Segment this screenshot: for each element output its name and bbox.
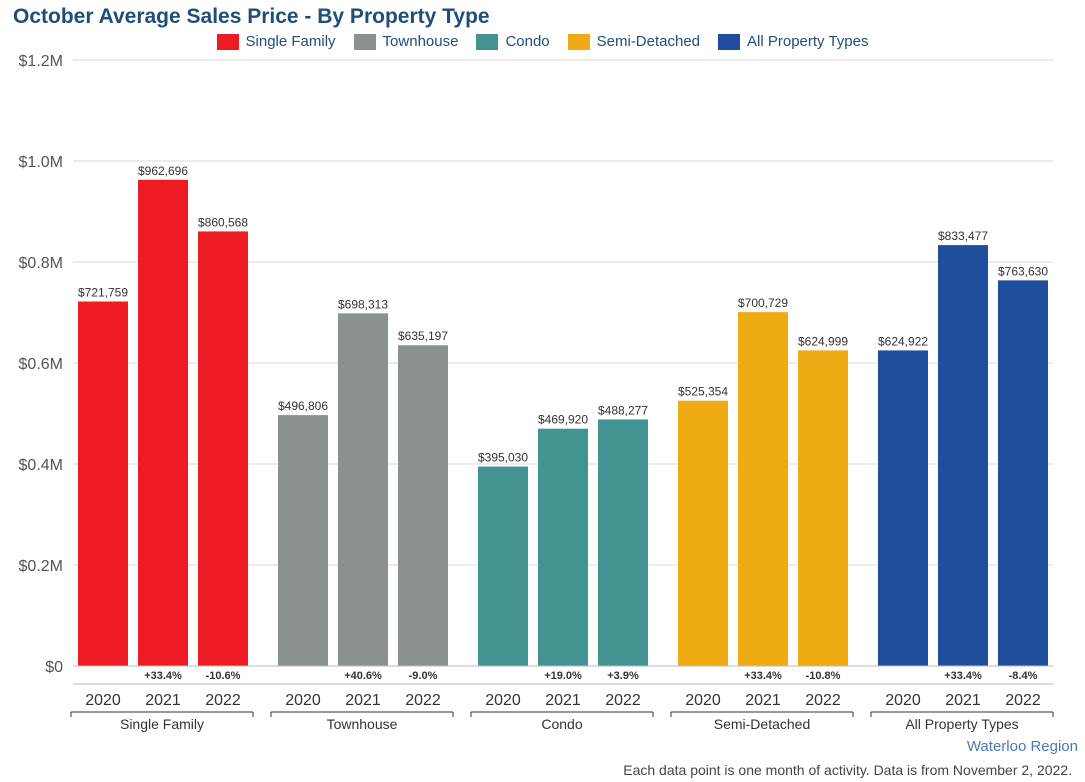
change-label: -8.4%	[1009, 670, 1038, 682]
bar	[138, 179, 188, 667]
group-label: All Property Types	[905, 716, 1018, 732]
x-tick-label: 2021	[145, 692, 181, 709]
legend-item[interactable]: Townhouse	[353, 33, 459, 50]
legend-swatch	[353, 33, 376, 50]
value-label: $860,568	[198, 215, 248, 229]
bar	[678, 400, 728, 666]
x-tick-label: 2022	[805, 692, 841, 709]
x-tick-label: 2020	[485, 692, 521, 709]
legend-swatch	[216, 33, 239, 50]
x-tick-label: 2022	[605, 692, 641, 709]
bar	[198, 231, 248, 667]
legend-swatch	[567, 33, 590, 50]
x-tick-label: 2020	[85, 692, 121, 709]
change-label: +19.0%	[544, 670, 582, 682]
x-tick-label: 2021	[745, 692, 781, 709]
value-label: $698,313	[338, 297, 388, 311]
chart-title: October Average Sales Price - By Propert…	[13, 5, 490, 28]
bar	[278, 415, 328, 666]
x-tick-label: 2022	[205, 692, 241, 709]
change-label: +40.6%	[344, 670, 382, 682]
legend-label: All Property Types	[747, 33, 869, 50]
x-tick-label: 2022	[1005, 692, 1041, 709]
value-label: $488,277	[598, 403, 648, 417]
value-label: $635,197	[398, 329, 448, 343]
value-label: $624,922	[878, 334, 928, 348]
change-label: +33.4%	[144, 670, 182, 682]
bar	[798, 350, 848, 666]
legend-item[interactable]: Semi-Detached	[567, 33, 701, 50]
y-tick-label: $0.2M	[19, 558, 63, 575]
x-tick-label: 2020	[885, 692, 921, 709]
change-label: -9.0%	[409, 670, 438, 682]
value-label: $962,696	[138, 164, 188, 178]
bar	[878, 350, 928, 666]
bar	[398, 345, 448, 666]
x-tick-label: 2020	[285, 692, 321, 709]
bar	[538, 428, 588, 666]
group-label: Townhouse	[327, 716, 398, 732]
value-label: $700,729	[738, 296, 788, 310]
legend-label: Condo	[505, 33, 550, 50]
change-label: +33.4%	[744, 670, 782, 682]
y-tick-label: $0.4M	[19, 457, 63, 474]
bar	[738, 312, 788, 666]
change-label: -10.8%	[806, 670, 841, 682]
x-tick-label: 2021	[345, 692, 381, 709]
value-label: $763,630	[998, 264, 1048, 278]
group-label: Single Family	[120, 716, 204, 732]
legend: Single Family Townhouse Condo Semi-Detached…	[0, 33, 1085, 50]
value-label: $833,477	[938, 229, 988, 243]
x-tick-label: 2022	[405, 692, 441, 709]
bar	[338, 313, 388, 666]
y-tick-label: $0	[45, 659, 63, 676]
source-label: Waterloo Region	[966, 738, 1078, 755]
change-label: +33.4%	[944, 670, 982, 682]
x-tick-label: 2021	[945, 692, 981, 709]
value-label: $721,759	[78, 286, 128, 300]
x-tick-label: 2020	[685, 692, 721, 709]
legend-item[interactable]: All Property Types	[718, 33, 868, 50]
change-label: +3.9%	[607, 670, 639, 682]
legend-item[interactable]: Single Family	[216, 33, 336, 50]
value-label: $395,030	[478, 451, 528, 465]
footnote: Each data point is one month of activity…	[623, 762, 1072, 778]
y-tick-label: $0.6M	[19, 356, 63, 373]
value-label: $624,999	[798, 334, 848, 348]
bar	[478, 466, 528, 666]
y-tick-label: $1.2M	[19, 53, 63, 70]
legend-item[interactable]: Condo	[476, 33, 550, 50]
bar-chart: $0 $0.2M $0.4M $0.6M $0.8M $1.0M $1.2M $721,759…	[19, 53, 1054, 732]
bar	[998, 280, 1048, 666]
legend-swatch	[718, 33, 741, 50]
value-label: $496,806	[278, 399, 328, 413]
bar	[938, 245, 988, 666]
value-label: $469,920	[538, 413, 588, 427]
legend-label: Single Family	[245, 33, 336, 50]
change-label: -10.6%	[206, 670, 241, 682]
x-tick-label: 2021	[545, 692, 581, 709]
bar	[78, 301, 128, 666]
group-label: Condo	[541, 716, 582, 732]
legend-label: Semi-Detached	[596, 33, 701, 50]
group-label: Semi-Detached	[714, 716, 811, 732]
legend-label: Townhouse	[382, 33, 459, 50]
y-tick-label: $0.8M	[19, 255, 63, 272]
legend-swatch	[476, 33, 499, 50]
y-tick-label: $1.0M	[19, 154, 63, 171]
value-label: $525,354	[678, 385, 728, 399]
bar	[598, 419, 648, 666]
